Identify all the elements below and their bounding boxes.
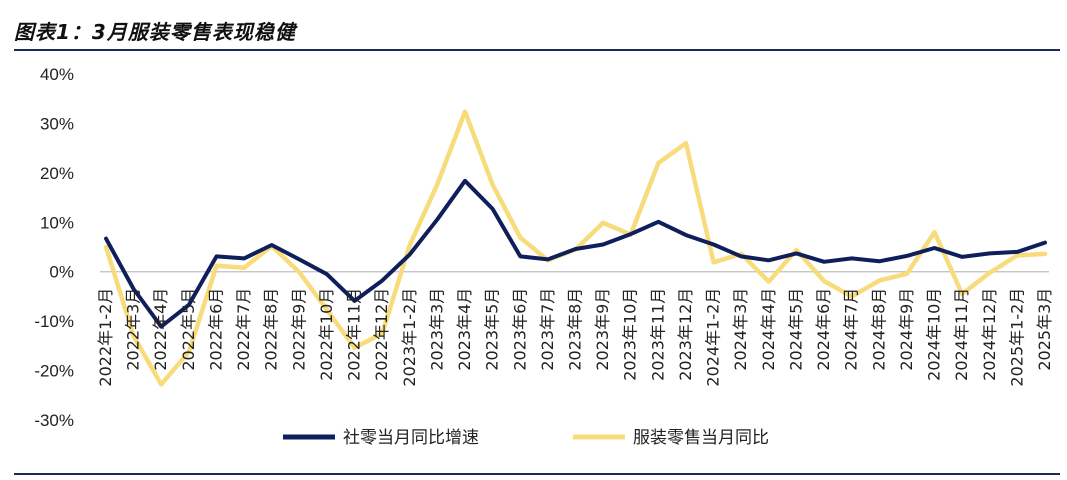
x-axis: 2022年1-2月 2022年3月 2022年4月 2022年5月 2022年6月 202…	[96, 288, 1054, 387]
x-tick-label: 2023年5月	[483, 288, 502, 371]
top-divider	[14, 49, 1060, 51]
x-tick-label: 2022年9月	[289, 288, 308, 371]
x-tick-label: 2023年12月	[676, 288, 695, 381]
x-tick-label: 2022年8月	[262, 288, 281, 371]
x-tick-label: 2022年1-2月	[96, 288, 115, 387]
x-tick-label: 2023年9月	[593, 288, 612, 371]
x-tick-label: 2024年9月	[897, 288, 916, 371]
x-tick-label: 2022年6月	[206, 288, 225, 371]
y-tick-label: -30%	[34, 411, 74, 430]
x-tick-label: 2025年1-2月	[1007, 288, 1026, 387]
x-tick-label: 2024年4月	[759, 288, 778, 371]
y-tick-label: 40%	[40, 65, 74, 84]
legend: 社零当月同比增速 服装零售当月同比	[283, 428, 769, 448]
x-tick-label: 2024年6月	[814, 288, 833, 371]
bottom-divider	[14, 473, 1060, 475]
x-tick-label: 2025年3月	[1035, 288, 1054, 371]
x-tick-label: 2023年4月	[455, 288, 474, 371]
series-line	[104, 178, 1047, 329]
chart-title: 图表1：3月服装零售表现稳健	[14, 20, 296, 44]
x-tick-label: 2024年10月	[925, 288, 944, 381]
x-tick-label: 2024年3月	[731, 288, 750, 371]
x-tick-label: 2023年7月	[538, 288, 557, 371]
x-tick-label: 2024年7月	[842, 288, 861, 371]
x-tick-label: 2022年12月	[372, 288, 391, 381]
x-tick-label: 2024年8月	[869, 288, 888, 371]
y-tick-label: -20%	[34, 362, 74, 381]
x-tick-label: 2022年5月	[179, 288, 198, 371]
x-tick-label: 2022年4月	[151, 288, 170, 371]
x-tick-label: 2023年8月	[566, 288, 585, 371]
legend-label: 服装零售当月同比	[633, 428, 769, 448]
x-tick-label: 2023年6月	[510, 288, 529, 371]
x-tick-label: 2022年7月	[234, 288, 253, 371]
x-tick-label: 2022年10月	[317, 288, 336, 381]
x-tick-label: 2022年3月	[124, 288, 143, 371]
x-tick-label: 2024年1-2月	[704, 288, 723, 387]
legend-label: 社零当月同比增速	[343, 428, 479, 448]
x-tick-label: 2022年11月	[345, 288, 364, 381]
x-tick-label: 2024年5月	[786, 288, 805, 371]
x-tick-label: 2023年3月	[427, 288, 446, 371]
x-tick-label: 2023年11月	[648, 288, 667, 381]
y-tick-label: 20%	[40, 164, 74, 183]
x-tick-label: 2023年10月	[621, 288, 640, 381]
y-tick-label: 30%	[40, 114, 74, 133]
y-axis: 40% 30% 20% 10% 0% -10% -20% -30%	[34, 65, 74, 430]
y-tick-label: 0%	[49, 263, 74, 282]
y-tick-label: -10%	[34, 312, 74, 331]
x-tick-label: 2024年12月	[980, 288, 999, 381]
y-tick-label: 10%	[40, 213, 74, 232]
x-tick-label: 2023年1-2月	[400, 288, 419, 387]
series-layer	[103, 109, 1048, 387]
x-tick-label: 2024年11月	[952, 288, 971, 381]
